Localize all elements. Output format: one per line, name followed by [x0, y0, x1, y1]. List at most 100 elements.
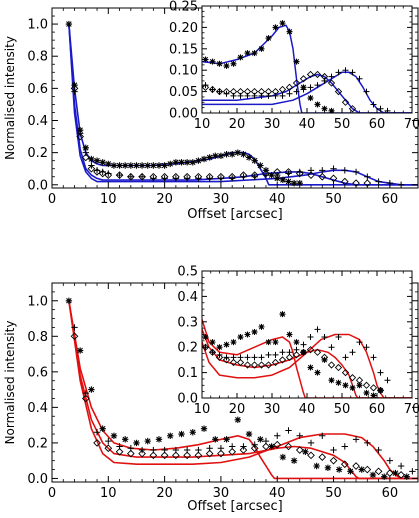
point-diamond: [183, 451, 191, 460]
point-plus: [342, 354, 349, 361]
point-asterisk: [133, 439, 140, 447]
series-plus: [202, 326, 391, 384]
point-asterisk: [93, 157, 101, 164]
point-asterisk: [370, 392, 377, 398]
point-diamond: [243, 361, 252, 369]
point-plus: [349, 69, 356, 76]
point-plus: [251, 441, 258, 448]
point-asterisk: [110, 162, 118, 169]
point-asterisk: [178, 430, 185, 438]
point-diamond: [318, 453, 327, 461]
point-plus: [251, 92, 258, 99]
point-plus: [244, 92, 251, 99]
point-diamond: [306, 70, 315, 79]
point-plus: [195, 446, 202, 454]
point-diamond: [81, 153, 90, 162]
point-asterisk: [300, 349, 307, 356]
point-asterisk: [279, 311, 286, 318]
point-asterisk: [189, 429, 196, 436]
point-asterisk: [230, 339, 237, 346]
model-curve-3: [202, 333, 412, 398]
point-asterisk: [335, 466, 343, 473]
point-plus: [230, 92, 237, 99]
point-asterisk: [328, 107, 335, 113]
point-diamond: [126, 449, 135, 458]
series-asterisk: [65, 297, 410, 480]
point-asterisk: [223, 62, 230, 69]
point-asterisk: [313, 462, 320, 470]
point-plus: [172, 446, 180, 454]
y-axis-label: Normalised intensity: [3, 36, 17, 160]
point-plus: [183, 175, 191, 182]
point-asterisk: [200, 155, 208, 163]
point-diamond: [313, 70, 322, 79]
point-plus: [375, 446, 382, 454]
point-asterisk: [272, 339, 279, 346]
point-diamond: [295, 446, 304, 454]
point-plus: [314, 326, 321, 333]
point-diamond: [273, 440, 282, 449]
point-asterisk: [377, 387, 384, 394]
model-curve-3: [202, 71, 412, 113]
point-plus: [228, 175, 236, 182]
point-plus: [127, 445, 135, 452]
point-plus: [172, 175, 180, 182]
point-asterisk: [268, 171, 275, 179]
point-plus: [258, 92, 265, 99]
panel-bottom-inset: 10 20 30 40 50 60 70 0.0 0.1 0.2 0.3 0.4 0.5: [177, 265, 419, 418]
x-tick-label: 30: [264, 402, 281, 417]
point-plus: [195, 175, 202, 182]
x-tick-label: 0: [48, 486, 56, 501]
point-asterisk: [216, 344, 223, 351]
point-asterisk: [172, 159, 180, 166]
point-plus: [237, 92, 244, 99]
y-tick-label: 1.0: [27, 294, 48, 309]
point-plus: [262, 437, 270, 445]
point-diamond: [104, 171, 113, 179]
point-asterisk: [183, 159, 191, 166]
point-diamond: [149, 451, 158, 460]
point-plus: [206, 445, 213, 452]
point-plus: [127, 173, 135, 180]
y-tick-label: 0.4: [27, 114, 48, 129]
point-plus: [206, 175, 213, 182]
point-diamond: [313, 348, 322, 356]
point-plus: [328, 73, 335, 80]
point-diamond: [376, 386, 385, 395]
point-plus: [352, 168, 360, 176]
point-plus: [216, 88, 223, 95]
point-asterisk: [65, 20, 73, 28]
point-plus: [363, 344, 370, 351]
point-asterisk: [230, 60, 237, 67]
point-asterisk: [285, 178, 292, 185]
point-asterisk: [349, 384, 356, 391]
point-plus: [377, 105, 384, 112]
point-asterisk: [369, 471, 377, 479]
point-diamond: [299, 75, 308, 83]
y-tick-label: 0.00: [169, 107, 198, 122]
point-asterisk: [223, 436, 230, 443]
point-asterisk: [258, 323, 265, 330]
point-plus: [356, 339, 363, 346]
y-tick-label: 0.0: [177, 392, 198, 407]
y-tick-label: 1.0: [27, 18, 48, 33]
point-asterisk: [358, 466, 365, 473]
x-tick-label: 70: [404, 402, 419, 417]
point-diamond: [397, 471, 405, 479]
point-plus: [386, 457, 394, 464]
point-plus: [375, 178, 382, 185]
point-diamond: [98, 169, 107, 178]
y-tick-label: 0.0: [27, 178, 48, 193]
point-asterisk: [212, 436, 219, 443]
point-plus: [335, 334, 342, 341]
x-tick-label: 50: [334, 402, 351, 417]
point-diamond: [81, 394, 90, 403]
point-plus: [272, 92, 279, 99]
point-plus: [307, 84, 314, 91]
point-asterisk: [189, 159, 196, 166]
point-asterisk: [307, 364, 314, 371]
point-plus: [296, 432, 303, 440]
point-diamond: [292, 79, 301, 87]
panel-top: 0 10 20 30 40 50 60 0.0 0.2 0.4 0.6 0.8 1.0 Offset [a…: [3, 7, 419, 222]
x-tick-label: 10: [100, 486, 117, 501]
